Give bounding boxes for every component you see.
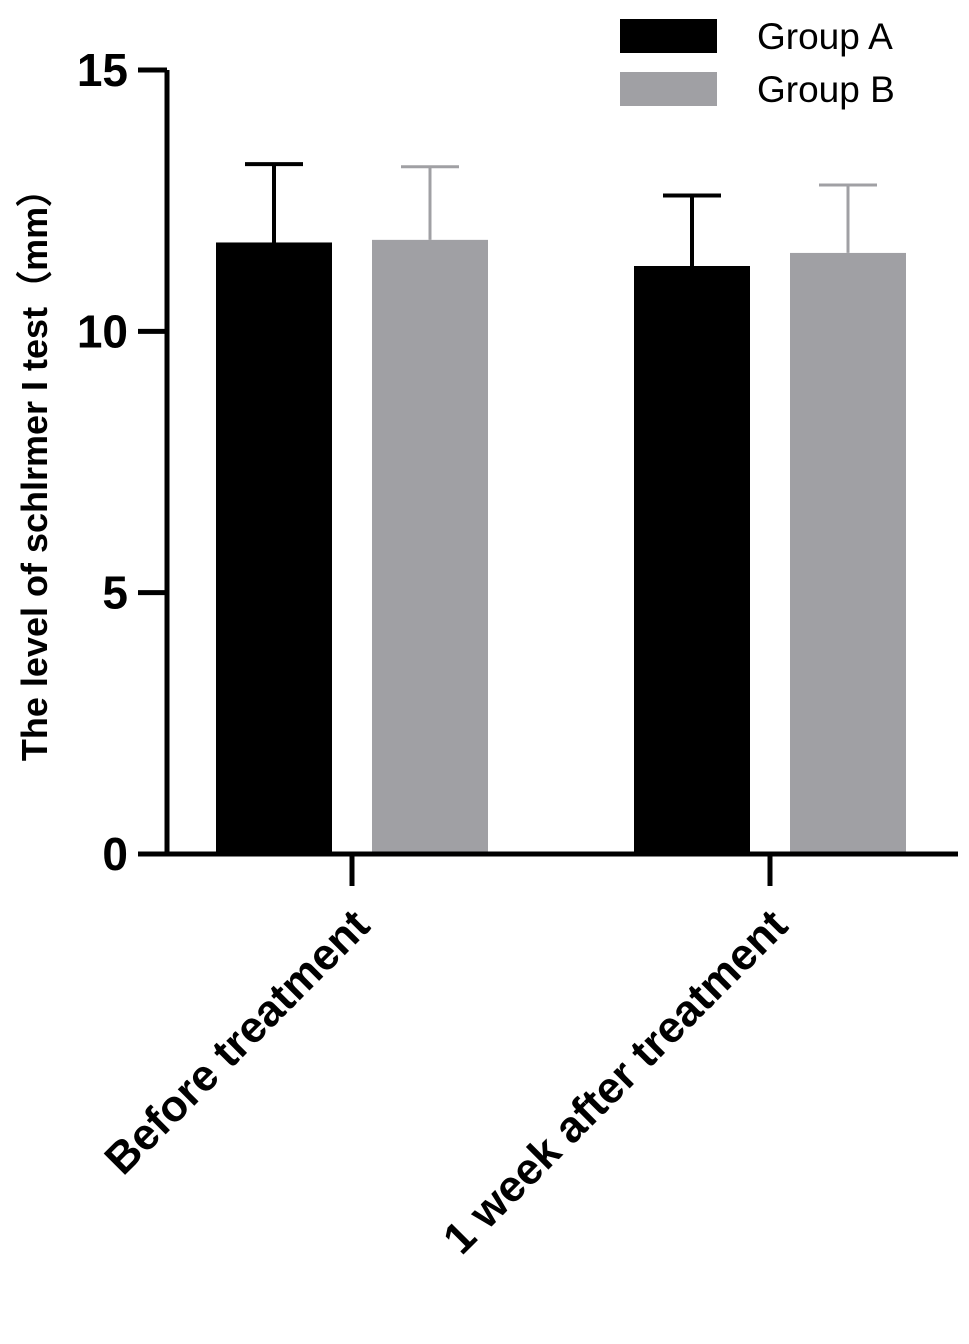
y-tick-label: 10	[77, 305, 128, 357]
legend-swatch	[620, 19, 717, 53]
error-bar-group-a-after	[663, 193, 721, 266]
legend: Group A Group B	[620, 16, 895, 110]
x-ticks-layer: Before treatment 1 week after treatment	[95, 854, 797, 1264]
y-ticks-layer: 0 5 10 15	[77, 44, 167, 880]
error-bar-group-b-before	[401, 165, 459, 240]
bar-group-a-after	[634, 266, 750, 854]
x-tick-label: Before treatment	[95, 900, 379, 1184]
legend-item-group-a: Group A	[620, 16, 893, 57]
y-axis-label: The level of schlrmer I test（mm）	[14, 171, 55, 761]
legend-swatch	[620, 72, 717, 106]
y-tick-label: 5	[102, 567, 128, 619]
error-bar-group-a-before	[245, 162, 303, 243]
axes-layer	[164, 70, 958, 857]
bar-group-b-after	[790, 252, 906, 854]
y-tick-label: 0	[102, 828, 128, 880]
legend-label: Group B	[757, 69, 895, 110]
x-tick-label: 1 week after treatment	[434, 900, 797, 1263]
error-bars-layer	[245, 162, 877, 266]
error-bar-group-b-after	[819, 183, 877, 253]
bar-group-b-before	[372, 239, 488, 854]
legend-item-group-b: Group B	[620, 69, 895, 110]
y-tick-label: 15	[77, 44, 128, 96]
bar-group-a-before	[216, 242, 332, 855]
legend-label: Group A	[757, 16, 893, 57]
bars-layer	[216, 239, 906, 855]
